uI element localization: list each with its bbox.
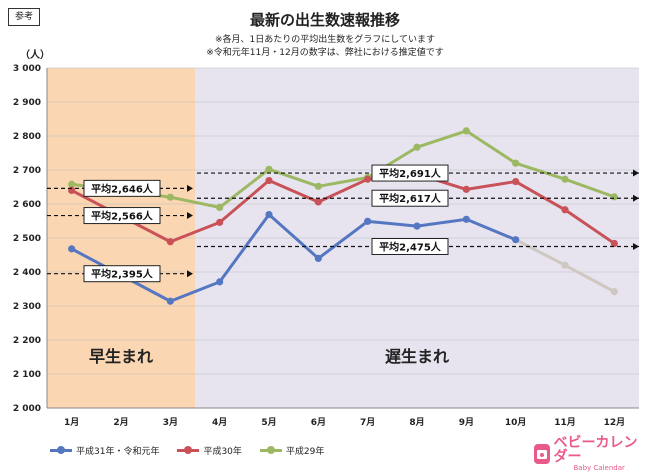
logo-subtext: Baby Calendar [574, 465, 650, 472]
data-point [364, 218, 371, 225]
average-label: 平均2,617人 [379, 192, 442, 205]
data-point [413, 144, 420, 151]
region-label: 遅生まれ [385, 347, 449, 366]
legend-swatch-series-3 [260, 449, 282, 452]
x-tick-label: 9月 [459, 417, 474, 428]
data-point [512, 178, 519, 185]
data-point [216, 278, 223, 285]
x-tick-label: 10月 [505, 417, 527, 428]
data-point [463, 216, 470, 223]
data-point [463, 186, 470, 193]
x-tick-label: 11月 [554, 417, 576, 428]
calendar-icon [534, 444, 550, 464]
data-point [265, 166, 272, 173]
chart-legend: 平成31年・令和元年 平成30年 平成29年 [50, 444, 324, 457]
average-label: 平均2,475人 [379, 241, 442, 254]
y-tick-label: 2 800 [13, 132, 41, 142]
average-label: 平均2,646人 [91, 182, 154, 195]
x-tick-label: 7月 [360, 417, 375, 428]
data-point [68, 245, 75, 252]
y-tick-label: 2 100 [13, 370, 41, 380]
data-point [512, 236, 519, 243]
data-point [463, 127, 470, 134]
legend-label-series-1: 平成31年・令和元年 [76, 444, 159, 457]
x-tick-label: 3月 [163, 417, 178, 428]
x-tick-label: 5月 [261, 417, 276, 428]
data-point [561, 262, 568, 269]
y-tick-label: 3 000 [13, 64, 41, 74]
data-point [512, 160, 519, 167]
data-point [167, 238, 174, 245]
legend-label-series-2: 平成30年 [203, 444, 241, 457]
data-point [216, 219, 223, 226]
brand-logo: ベビーカレンダー Baby Calendar [534, 436, 650, 472]
x-tick-label: 8月 [409, 417, 424, 428]
y-tick-label: 2 700 [13, 166, 41, 176]
data-point [265, 177, 272, 184]
legend-item-series-3: 平成29年 [260, 444, 324, 457]
data-point [315, 255, 322, 262]
data-point [561, 206, 568, 213]
data-point [167, 298, 174, 305]
data-point [265, 211, 272, 218]
region-label: 早生まれ [89, 347, 153, 366]
logo-wordmark: ベビーカレンダー [554, 436, 650, 464]
average-label: 平均2,566人 [91, 210, 154, 223]
data-point [611, 193, 618, 200]
data-point [364, 176, 371, 183]
average-label: 平均2,395人 [91, 268, 154, 281]
x-tick-label: 2月 [113, 417, 128, 428]
data-point [315, 198, 322, 205]
y-tick-label: 2 400 [13, 268, 41, 278]
data-point [216, 204, 223, 211]
legend-label-series-3: 平成29年 [286, 444, 324, 457]
data-point [611, 288, 618, 295]
y-tick-label: 2 900 [13, 98, 41, 108]
legend-item-series-1: 平成31年・令和元年 [50, 444, 159, 457]
y-tick-label: 2 200 [13, 336, 41, 346]
y-tick-label: 2 500 [13, 234, 41, 244]
x-tick-label: 4月 [212, 417, 227, 428]
y-tick-label: 2 600 [13, 200, 41, 210]
average-label: 平均2,691人 [379, 167, 442, 180]
x-tick-label: 1月 [64, 417, 79, 428]
data-point [561, 176, 568, 183]
x-tick-label: 6月 [311, 417, 326, 428]
legend-swatch-series-1 [50, 449, 72, 452]
y-tick-label: 2 300 [13, 302, 41, 312]
data-point [68, 181, 75, 188]
legend-swatch-series-2 [177, 449, 199, 452]
data-point [413, 223, 420, 230]
x-tick-label: 12月 [604, 417, 626, 428]
legend-item-series-2: 平成30年 [177, 444, 241, 457]
data-point [167, 194, 174, 201]
data-point [315, 183, 322, 190]
y-tick-label: 2 000 [13, 404, 41, 414]
